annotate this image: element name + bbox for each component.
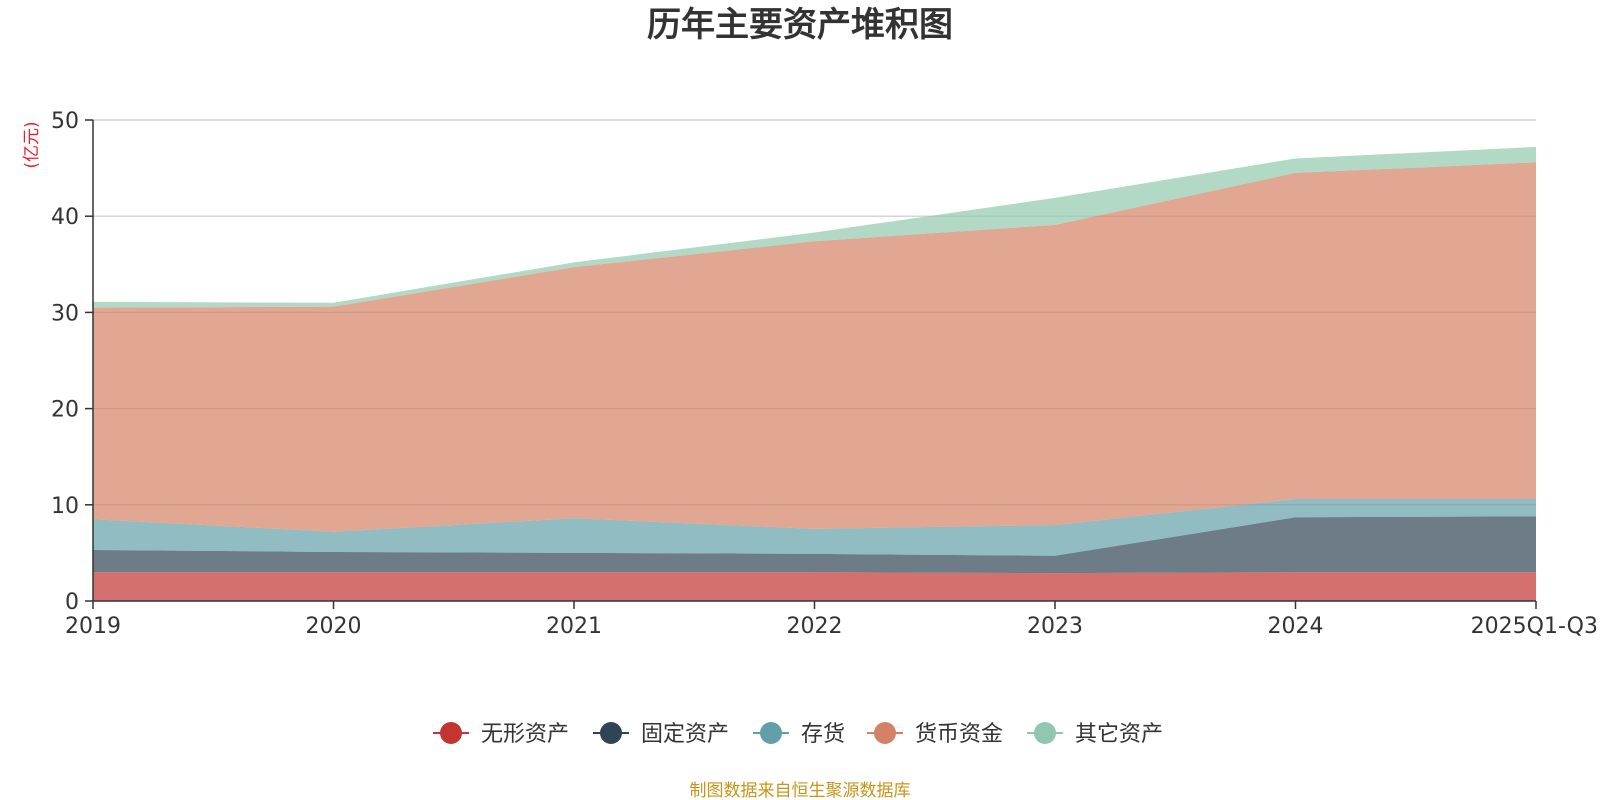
x-tick-label: 2019 [65, 614, 121, 639]
y-tick-label: 30 [51, 301, 79, 326]
area-其它资产[interactable] [93, 146, 1536, 308]
legend-label: 无形资产 [481, 722, 569, 747]
data-source-note: 制图数据来自恒生聚源数据库 [690, 781, 911, 800]
legend-dot-marker [1034, 722, 1056, 744]
y-tick-label: 40 [51, 205, 79, 230]
y-tick-label: 20 [51, 398, 79, 423]
area-series-group [93, 146, 1536, 601]
x-tick-label: 2024 [1268, 614, 1324, 639]
area-存货[interactable] [93, 499, 1536, 556]
legend-label: 货币资金 [915, 722, 1003, 747]
x-tick-label: 2023 [1027, 614, 1083, 639]
legend-item-其它资产[interactable]: 其它资产 [1027, 722, 1163, 747]
legend-dot-marker [760, 722, 782, 744]
x-tick-label: 2022 [787, 614, 843, 639]
area-货币资金[interactable] [93, 162, 1536, 532]
legend-label: 其它资产 [1075, 722, 1163, 747]
legend-item-货币资金[interactable]: 货币资金 [867, 722, 1003, 747]
legend-item-固定资产[interactable]: 固定资产 [593, 722, 729, 747]
y-axis-unit-label: (亿元) [22, 121, 42, 168]
chart-title: 历年主要资产堆积图 [647, 5, 953, 45]
legend-dot-marker [440, 722, 462, 744]
y-tick-label: 50 [51, 109, 79, 134]
legend-dot-marker [874, 722, 896, 744]
axes: 0 10 20 30 40 50 2019 2020 2021 2022 2023 2024 2025Q… [51, 109, 1598, 639]
x-tick-label: 2025Q1-Q3 [1471, 614, 1598, 639]
y-tick-label: 0 [65, 590, 79, 615]
x-tick-label: 2021 [546, 614, 602, 639]
y-tick-label: 10 [51, 494, 79, 519]
legend[interactable]: 无形资产 固定资产 存货 货币资金 其它资产 [433, 722, 1163, 747]
legend-item-存货[interactable]: 存货 [753, 722, 845, 747]
legend-dot-marker [600, 722, 622, 744]
area-固定资产[interactable] [93, 516, 1536, 574]
legend-item-无形资产[interactable]: 无形资产 [433, 722, 569, 747]
legend-label: 存货 [801, 722, 845, 747]
legend-label: 固定资产 [641, 722, 729, 747]
x-tick-label: 2020 [306, 614, 362, 639]
area-无形资产[interactable] [93, 572, 1536, 601]
